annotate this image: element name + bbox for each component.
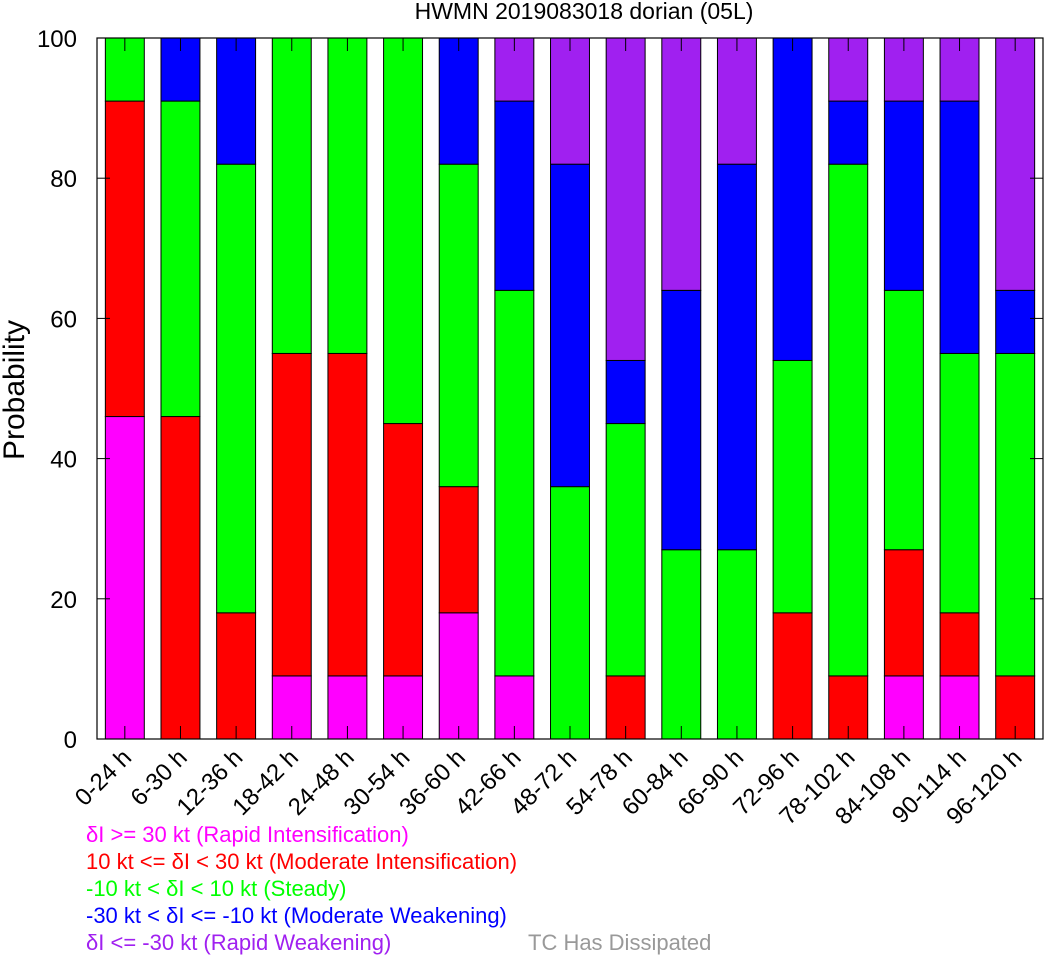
bar-segment <box>772 359 813 614</box>
bar-segment <box>883 549 924 677</box>
bar-segment <box>104 416 145 740</box>
bar-segment <box>995 352 1036 677</box>
bar-segment <box>828 100 869 165</box>
bar-group <box>104 37 1036 740</box>
bar-segment <box>605 37 646 361</box>
bar-segment <box>772 37 813 361</box>
bar-segment <box>216 612 257 740</box>
bar-segment <box>939 100 980 354</box>
bar-segment <box>661 289 702 551</box>
bar-segment <box>327 37 368 354</box>
legend-entry: δI >= 30 kt (Rapid Intensification) <box>86 822 409 847</box>
bar-segment <box>605 359 646 425</box>
bar-segment <box>438 486 479 614</box>
bar-segment <box>438 163 479 488</box>
bar-segment <box>661 549 702 740</box>
y-tick-label: 20 <box>50 587 77 614</box>
bar-segment <box>494 100 535 291</box>
bar-segment <box>995 289 1036 354</box>
bar-segment <box>216 37 257 165</box>
legend-entry: -30 kt < δI <= -10 kt (Moderate Weakenin… <box>86 903 507 928</box>
y-axis-label: Probability <box>0 320 31 460</box>
bar-segment <box>160 100 201 418</box>
y-tick-label: 0 <box>64 727 77 754</box>
y-tick-label: 60 <box>50 306 77 333</box>
bar-segment <box>216 163 257 614</box>
bar-segment <box>716 549 757 740</box>
bar-segment <box>383 423 424 677</box>
legend-entry: 10 kt <= δI < 30 kt (Moderate Intensific… <box>86 849 517 874</box>
bar-segment <box>661 37 702 291</box>
legend-entry: δI <= -30 kt (Rapid Weakening) <box>86 930 391 955</box>
bar-segment <box>104 100 145 418</box>
bar-segment <box>383 37 424 425</box>
legend-entry: TC Has Dissipated <box>528 930 711 955</box>
bar-segment <box>828 163 869 677</box>
bar-segment <box>438 612 479 740</box>
bar-segment <box>438 37 479 165</box>
bar-segment <box>772 612 813 740</box>
bar-segment <box>939 612 980 677</box>
chart-title: HWMN 2019083018 dorian (05L) <box>415 0 754 24</box>
legend: δI >= 30 kt (Rapid Intensification)10 kt… <box>86 822 711 955</box>
x-axis: 0-24 h6-30 h12-36 h18-42 h24-48 h30-54 h… <box>70 38 1027 830</box>
y-tick-label: 100 <box>37 26 77 53</box>
y-tick-label: 40 <box>50 447 77 474</box>
bar-segment <box>995 37 1036 291</box>
x-tick-label: 0-24 h <box>70 744 137 811</box>
bar-segment <box>883 289 924 551</box>
bar-segment <box>550 37 590 165</box>
bar-segment <box>716 163 757 551</box>
bar-segment <box>271 37 312 354</box>
bar-segment <box>327 352 368 677</box>
bar-segment <box>939 352 980 614</box>
bar-segment <box>883 100 924 291</box>
bar-segment <box>160 416 201 740</box>
y-axis: 0 20 40 60 80 100 <box>37 26 1043 754</box>
bar-segment <box>550 163 590 488</box>
bar-segment <box>271 352 312 677</box>
bar-segment <box>605 423 646 677</box>
legend-entry: -10 kt < δI < 10 kt (Steady) <box>86 876 346 901</box>
y-tick-label: 80 <box>50 166 77 193</box>
bar-segment <box>550 486 590 740</box>
bar-segment <box>716 37 757 165</box>
bar-segment <box>494 289 535 677</box>
